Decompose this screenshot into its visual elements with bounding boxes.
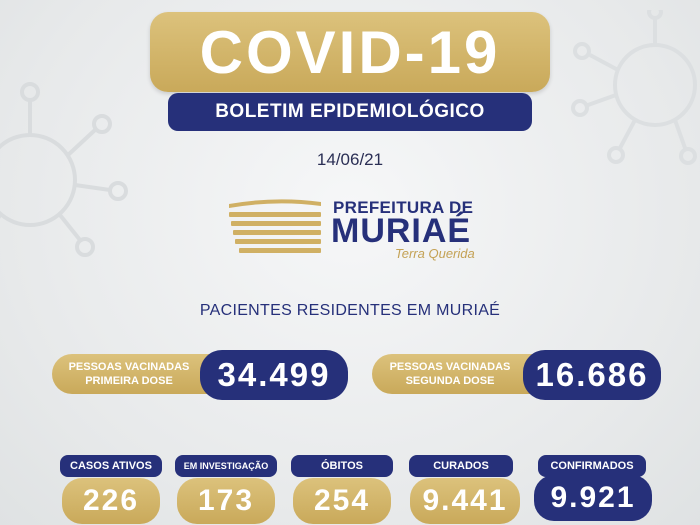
confirmed-label: CONFIRMADOS (538, 455, 646, 477)
logo-line2: MURIAÉ (331, 212, 472, 250)
second-dose-label-line1: PESSOAS VACINADAS (389, 361, 511, 373)
second-dose-label: PESSOAS VACINADAS SEGUNDA DOSE (372, 354, 544, 394)
active-cases-label: CASOS ATIVOS (60, 455, 162, 477)
first-dose-value: 34.499 (200, 350, 348, 400)
section-title: PACIENTES RESIDENTES EM MURIAÉ (199, 302, 501, 319)
first-dose-label-line2: PRIMEIRA DOSE (85, 375, 173, 387)
virus-left-icon (0, 82, 128, 257)
deaths-value: 254 (293, 478, 391, 524)
second-dose-value: 16.686 (523, 350, 661, 400)
second-dose-label-line2: SEGUNDA DOSE (405, 375, 495, 387)
active-cases-value: 226 (62, 478, 160, 524)
recovered-value: 9.441 (410, 478, 520, 524)
prefeitura-logo: PREFEITURA DE MURIAÉ Terra Querida (225, 196, 490, 266)
header-title: COVID-19 (150, 12, 550, 92)
confirmed-value: 9.921 (534, 475, 652, 521)
header-subtitle: BOLETIM EPIDEMIOLÓGICO (168, 93, 532, 131)
first-dose-label: PESSOAS VACINADAS PRIMEIRA DOSE (52, 354, 222, 394)
logo-line1: PREFEITURA DE (333, 198, 474, 217)
deaths-label: ÓBITOS (291, 455, 393, 477)
bulletin-date: 14/06/21 (316, 150, 384, 169)
first-dose-label-line1: PESSOAS VACINADAS (68, 361, 190, 373)
investigation-label: EM INVESTIGAÇÃO (175, 455, 277, 477)
investigation-value: 173 (177, 478, 275, 524)
recovered-label: CURADOS (409, 455, 513, 477)
logo-stripes-icon (229, 199, 321, 253)
virus-right-icon (571, 10, 697, 165)
logo-tagline: Terra Querida (395, 246, 475, 261)
